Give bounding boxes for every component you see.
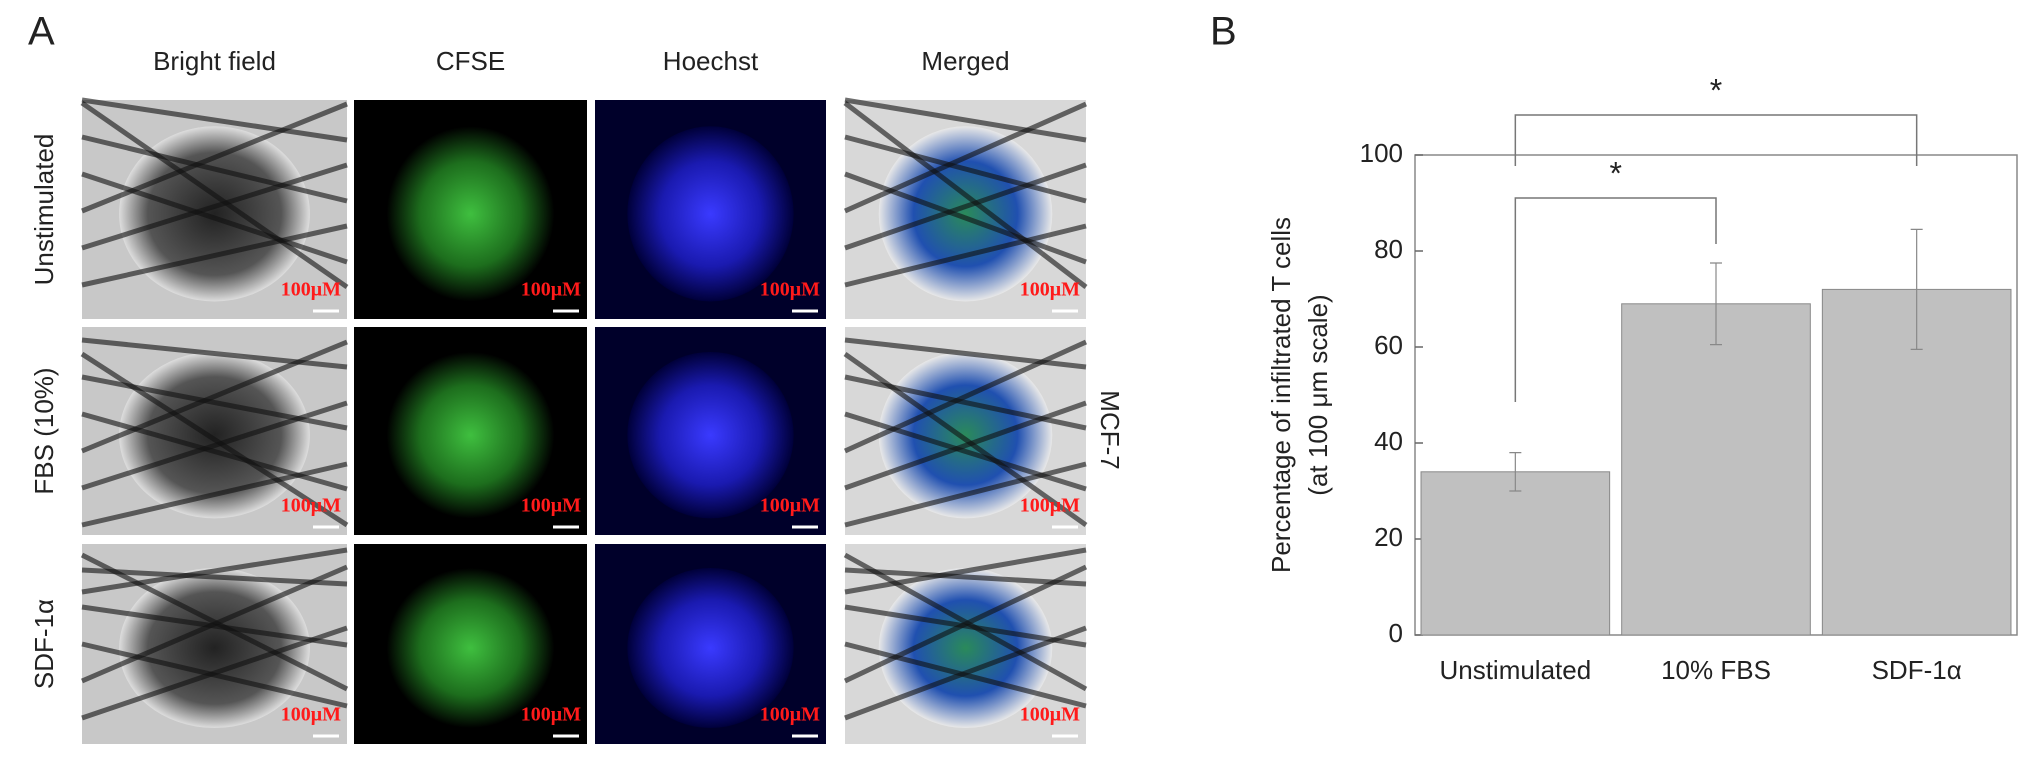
scale-label: 100μM (281, 495, 341, 517)
y-axis-label: Percentage of infiltrated T cells (1266, 217, 1296, 573)
panel-label: B (1210, 10, 1237, 54)
fiber (81, 97, 348, 143)
fiber (844, 400, 1087, 491)
scale-label: 100μM (521, 279, 581, 301)
cell-cluster (627, 568, 794, 728)
panel-label: A (28, 10, 55, 54)
fiber (81, 223, 348, 288)
bar (1621, 303, 1811, 636)
fiber (844, 134, 1087, 204)
scale-label: 100μM (1020, 704, 1080, 726)
cell-cluster (386, 351, 555, 519)
cell-cluster (627, 351, 794, 519)
fiber (844, 547, 1087, 595)
fiber (843, 339, 1088, 454)
error-bar (1710, 262, 1722, 346)
scale-label: 100μM (521, 495, 581, 517)
fiber (844, 171, 1087, 265)
fiber (81, 400, 348, 491)
significance-bracket (1514, 197, 1717, 402)
fiber (81, 101, 348, 214)
cell-cluster (386, 568, 555, 728)
fiber (843, 101, 1088, 289)
scale-label: 100μM (760, 704, 820, 726)
fiber (81, 625, 348, 721)
column-label: CFSE (436, 46, 505, 76)
column-label: Merged (921, 46, 1009, 76)
fiber (844, 162, 1087, 251)
scale-label: 100μM (1020, 495, 1080, 517)
x-tick-label: SDF-1α (1872, 655, 1962, 685)
error-bar (1910, 228, 1923, 350)
y-axis-label: (at 100 μm scale) (1303, 294, 1333, 495)
y-tick-label: 100 (1360, 138, 1403, 168)
x-tick-label: 10% FBS (1661, 655, 1771, 685)
scale-label: 100μM (521, 704, 581, 726)
fiber (81, 567, 348, 587)
significance-label: * (1710, 72, 1722, 108)
x-tick-label: Unstimulated (1439, 655, 1591, 685)
y-tick-label: 60 (1374, 330, 1403, 360)
fiber (843, 552, 1088, 692)
fiber (81, 162, 348, 251)
column-label: Hoechst (663, 46, 759, 76)
error-bar (1509, 452, 1522, 492)
fiber (844, 97, 1087, 143)
fiber (844, 567, 1087, 587)
cell-cluster (386, 126, 555, 302)
row-label: SDF-1α (29, 599, 59, 689)
scale-label: 100μM (281, 704, 341, 726)
cell-cluster (627, 126, 794, 302)
column-label: Bright field (153, 46, 276, 76)
fiber (80, 552, 349, 692)
fiber (844, 461, 1087, 528)
scale-label: 100μM (281, 279, 341, 301)
scale-label: 100μM (760, 279, 820, 301)
panel-b: B Percentage of infiltrated T cells (at … (1210, 10, 2018, 685)
fiber (844, 625, 1087, 721)
fiber (81, 339, 348, 454)
scale-label: 100μM (760, 495, 820, 517)
bar (1420, 471, 1611, 636)
fiber (843, 101, 1088, 214)
significance-label: * (1609, 155, 1621, 191)
significance-bracket (1514, 114, 1918, 166)
fiber (81, 547, 348, 595)
row-label: FBS (10%) (29, 367, 59, 494)
side-label: MCF-7 (1095, 390, 1125, 469)
fiber (81, 171, 348, 265)
y-tick-label: 0 (1389, 618, 1403, 648)
fiber (843, 351, 1088, 528)
fiber (80, 351, 349, 528)
cell-cluster (119, 126, 310, 302)
y-tick-label: 80 (1374, 234, 1403, 264)
cell-cluster (878, 126, 1053, 302)
fiber (844, 223, 1087, 288)
fiber (81, 134, 348, 204)
panel-a: A MCF-7 Bright field CFSE Hoechst Merged Uns… (28, 10, 1125, 744)
fiber (81, 461, 348, 528)
fiber (80, 100, 349, 290)
y-tick-label: 40 (1374, 426, 1403, 456)
scale-label: 100μM (1020, 279, 1080, 301)
row-label: Unstimulated (29, 134, 59, 286)
y-tick-label: 20 (1374, 522, 1403, 552)
